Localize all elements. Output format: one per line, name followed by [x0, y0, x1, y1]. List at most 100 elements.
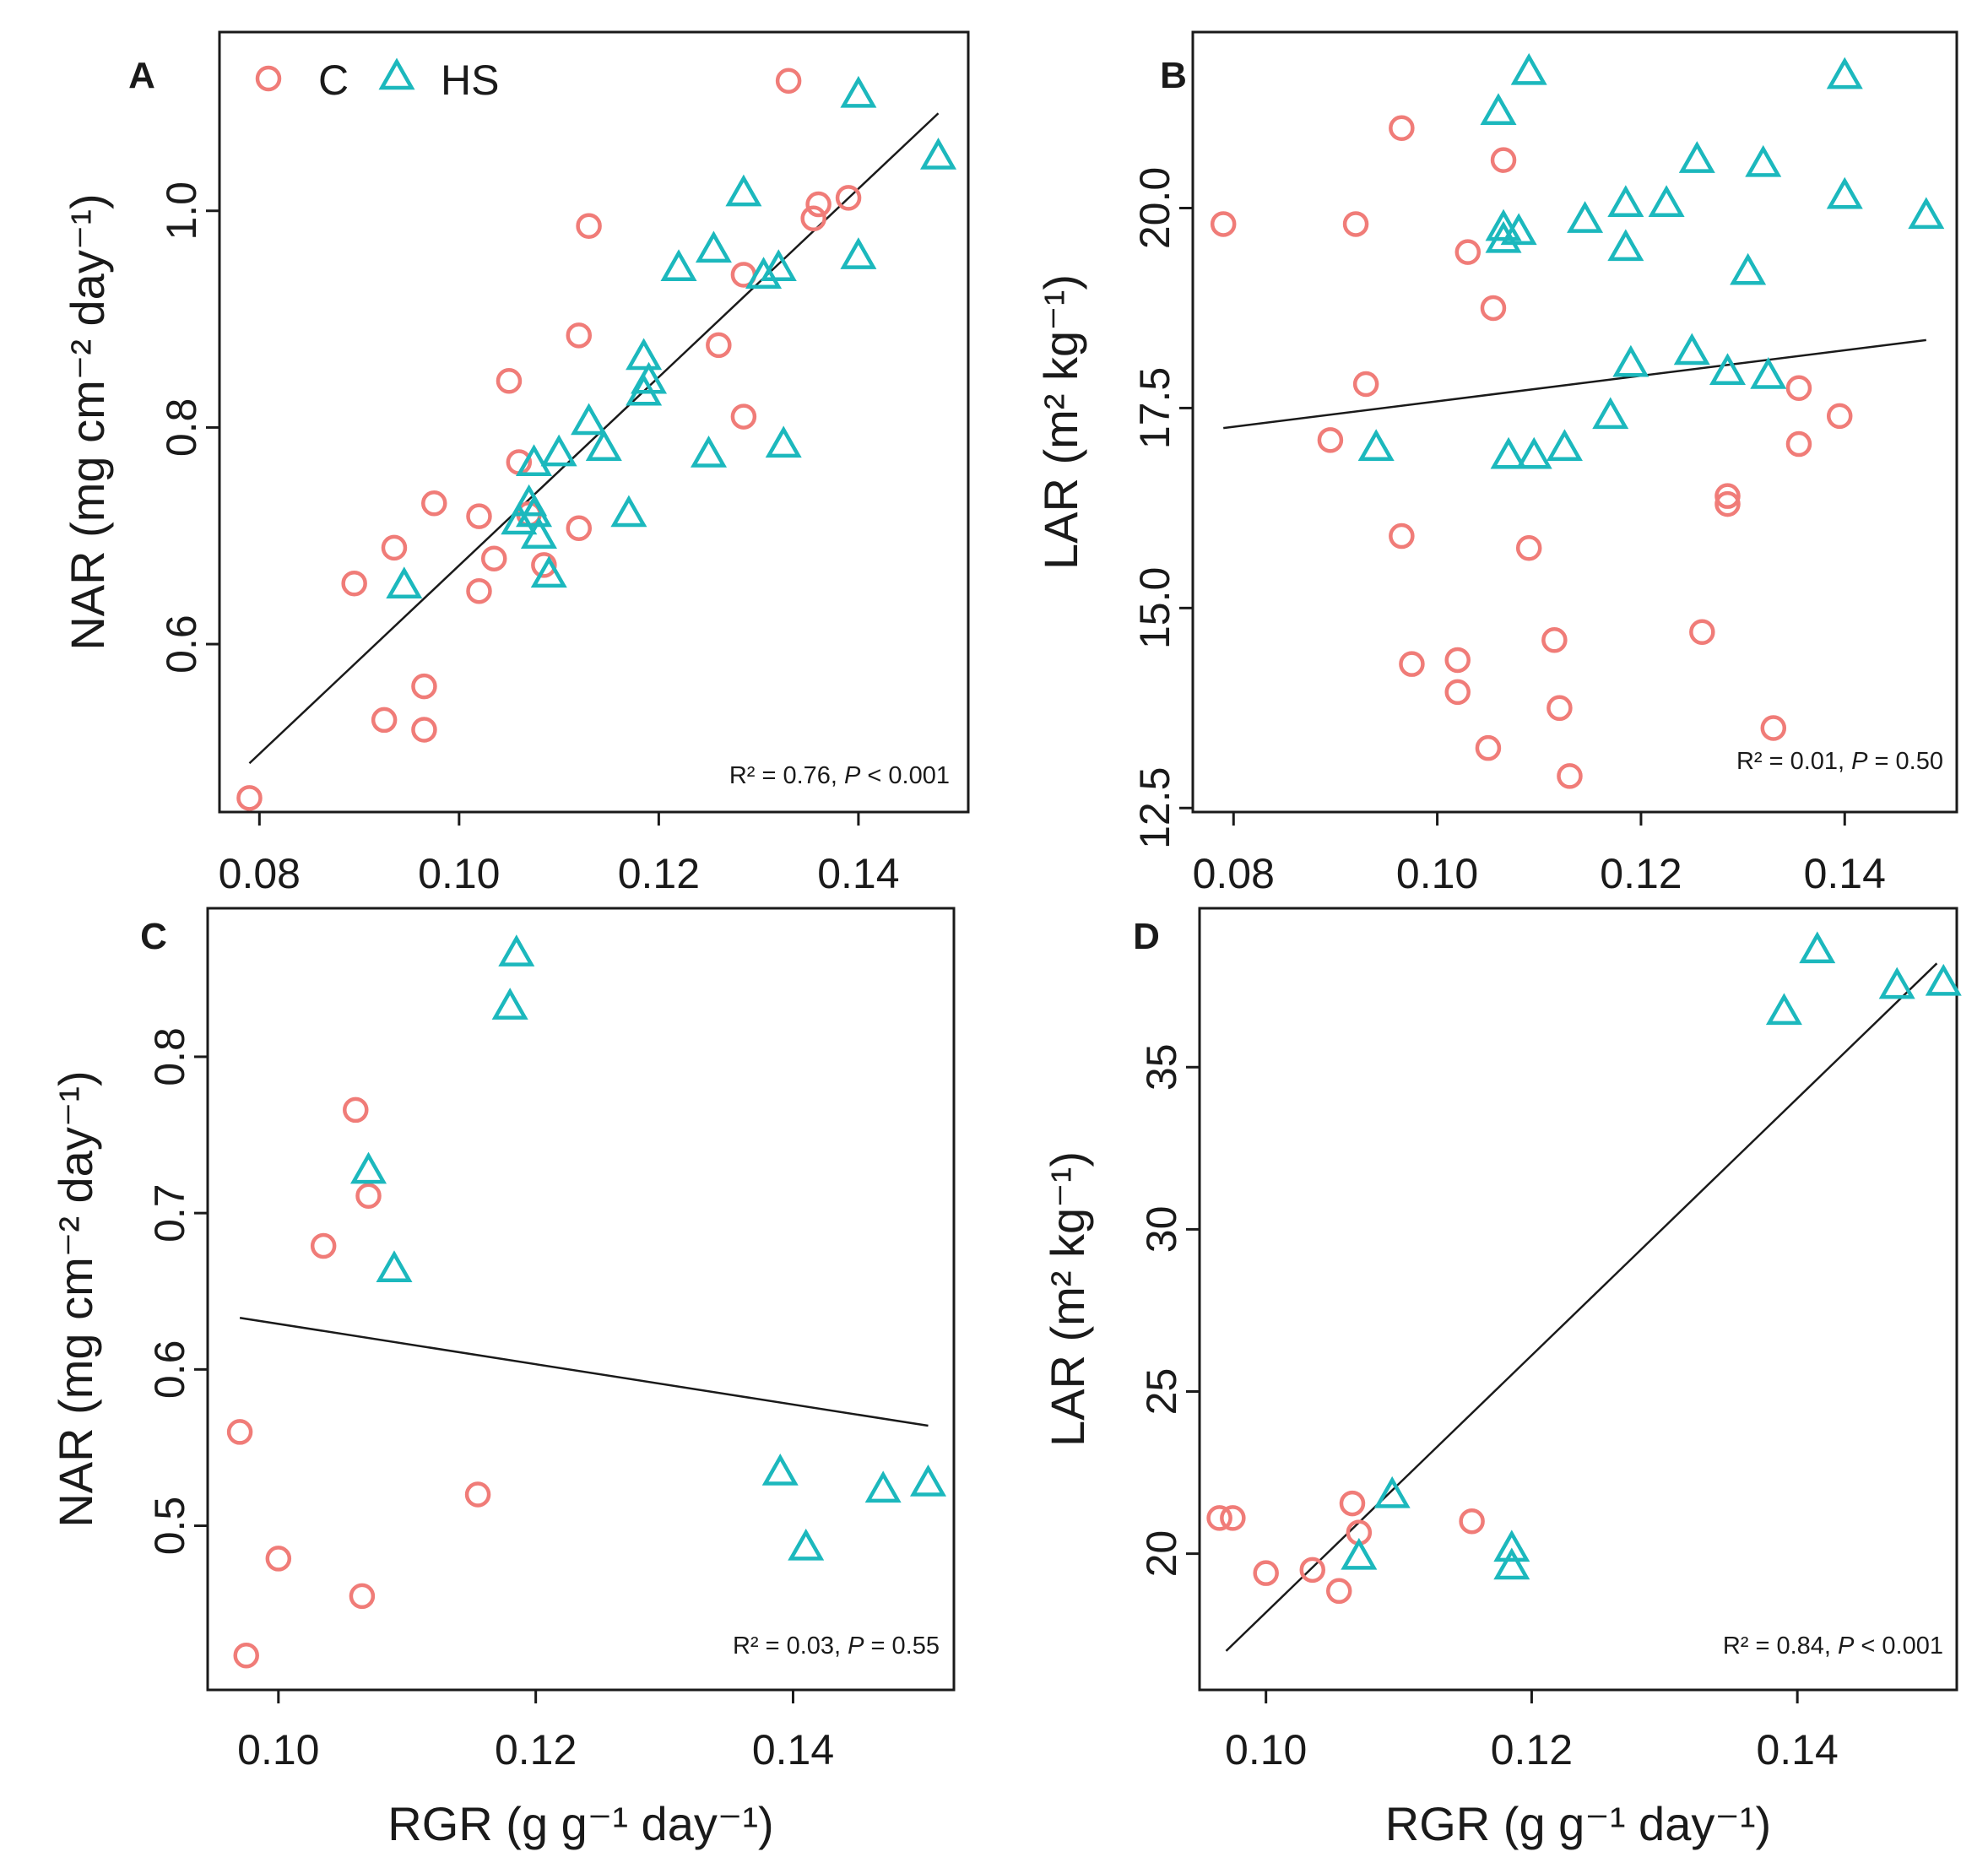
point-c — [1206, 1505, 1232, 1531]
point-c — [371, 707, 398, 734]
point-c — [310, 1232, 337, 1259]
point-hs — [540, 434, 577, 467]
panel-c: 0.10 0.12 0.14 0.5 0.6 0.7 0.8 NAR (mg cm⁻² day… — [49, 907, 956, 1850]
point-hs — [516, 495, 553, 528]
series-c — [226, 1096, 491, 1669]
point-hs — [530, 555, 567, 588]
point-c — [1785, 430, 1812, 458]
point-hs — [498, 934, 535, 966]
point-hs — [1357, 429, 1395, 462]
point-hs — [1500, 213, 1537, 246]
point-c — [1557, 763, 1583, 789]
point-hs — [1765, 993, 1802, 1026]
point-hs — [788, 1528, 825, 1561]
point-c — [381, 534, 408, 561]
panel-d-frame — [1198, 907, 1958, 1692]
x-tick-label: 0.10 — [1396, 850, 1478, 897]
point-c — [800, 205, 826, 231]
x-tick-label: 0.10 — [418, 850, 500, 897]
point-hs — [1673, 333, 1710, 365]
x-tick-label: 0.12 — [495, 1726, 577, 1773]
point-hs — [386, 566, 423, 598]
x-tick-label: 0.10 — [237, 1726, 319, 1773]
point-c — [1714, 483, 1741, 509]
point-hs — [1546, 429, 1583, 462]
series-hs — [1357, 52, 1945, 469]
point-hs — [626, 338, 663, 371]
point-c — [1399, 651, 1425, 677]
point-c — [566, 515, 593, 542]
point-hs — [690, 435, 728, 468]
point-hs — [725, 174, 762, 207]
regression-line — [239, 1316, 929, 1427]
point-hs — [1592, 397, 1629, 430]
y-tick-label: 0.7 — [146, 1183, 193, 1243]
point-c — [1253, 1560, 1279, 1586]
point-hs — [920, 138, 957, 170]
legend: C HS — [255, 57, 499, 104]
legend-label: HS — [441, 57, 499, 104]
x-tick-label: 0.12 — [1491, 1726, 1573, 1773]
y-tick-label: 17.5 — [1131, 367, 1178, 449]
point-hs — [1480, 93, 1517, 125]
point-c — [1220, 1505, 1246, 1531]
y-tick-label: 20.0 — [1131, 167, 1178, 249]
regression-line — [1223, 338, 1926, 430]
point-hs — [501, 502, 538, 535]
point-c — [1444, 647, 1471, 674]
point-hs — [760, 249, 797, 281]
point-c — [1454, 239, 1482, 265]
point-c — [706, 332, 732, 359]
point-hs — [1373, 1475, 1411, 1508]
legend-label: C — [318, 57, 349, 104]
point-hs — [610, 495, 647, 528]
point-c — [1785, 375, 1812, 401]
point-hs — [1730, 252, 1767, 285]
point-hs — [491, 988, 528, 1020]
point-c — [730, 403, 757, 430]
point-c — [531, 552, 557, 578]
stats-annotation: R² = 0.03, P = 0.55 — [733, 1632, 940, 1660]
stats-annotation: R² = 0.76, P < 0.001 — [729, 762, 950, 789]
point-hs — [1826, 176, 1863, 209]
point-hs — [1878, 966, 1915, 999]
y-tick-label: 35 — [1138, 1043, 1185, 1091]
point-hs — [761, 1454, 799, 1486]
point-hs — [1648, 185, 1685, 217]
point-hs — [745, 257, 783, 289]
point-hs — [520, 517, 557, 549]
point-hs — [585, 429, 622, 462]
point-c — [1490, 147, 1517, 173]
point-c — [1459, 1508, 1485, 1535]
x-tick-label: 0.08 — [1193, 850, 1275, 897]
point-c — [233, 1643, 259, 1669]
series-hs — [350, 934, 947, 1561]
point-c — [1547, 695, 1573, 722]
point-c — [1480, 295, 1507, 322]
point-hs — [765, 425, 802, 458]
point-hs — [1510, 52, 1547, 85]
point-c — [1389, 522, 1415, 550]
point-hs — [516, 444, 553, 476]
point-c — [775, 68, 802, 94]
point-hs — [1745, 144, 1782, 177]
panel-a-frame — [218, 30, 970, 814]
point-hs — [660, 249, 697, 281]
point-c — [835, 185, 862, 211]
point-c — [1444, 679, 1471, 706]
point-hs — [1485, 208, 1522, 241]
point-c — [480, 545, 507, 571]
point-c — [411, 673, 437, 700]
stats-annotation: R² = 0.01, P = 0.50 — [1736, 748, 1943, 775]
panel-c-frame — [206, 907, 956, 1692]
panel-b: 0.08 0.10 0.12 0.14 12.5 15.0 17.5 20.0 LAR (m² … — [1034, 30, 1958, 897]
x-tick-label: 0.10 — [1225, 1726, 1307, 1773]
point-c — [1760, 715, 1787, 741]
y-tick-label: 0.6 — [158, 615, 205, 674]
legend-c-icon — [255, 65, 282, 92]
point-c — [1342, 211, 1369, 237]
point-hs — [631, 361, 668, 394]
point-c — [466, 503, 492, 529]
y-tick-label: 0.8 — [158, 398, 205, 458]
point-hs — [1515, 436, 1552, 469]
